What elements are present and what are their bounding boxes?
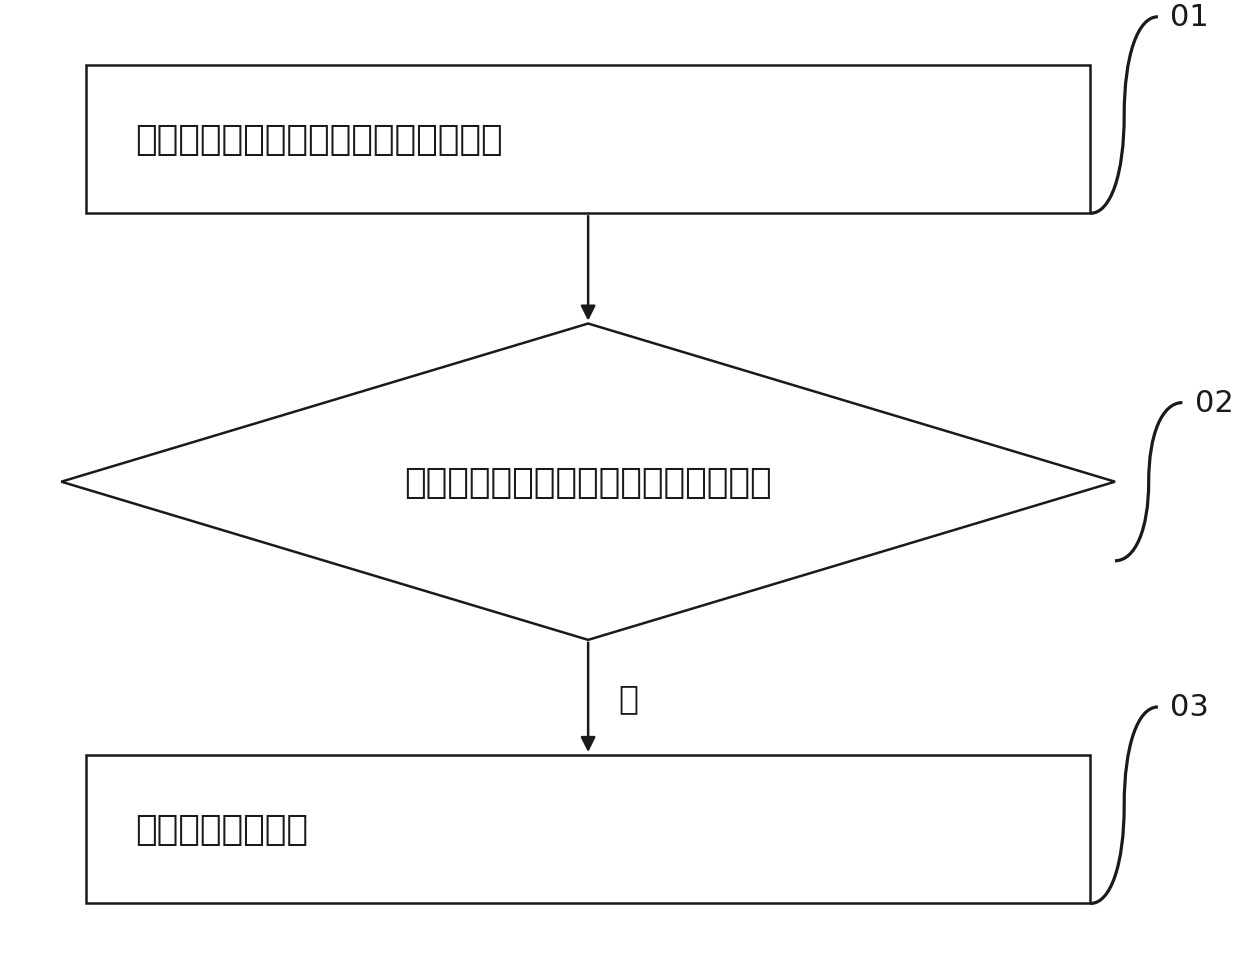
Polygon shape: [86, 65, 1090, 214]
Text: 01: 01: [1171, 3, 1209, 33]
Text: 推送母猪断奶任务: 推送母猪断奶任务: [135, 812, 308, 847]
Polygon shape: [86, 755, 1090, 903]
Text: 判断哺乳时长是否达到预设的时长阈值: 判断哺乳时长是否达到预设的时长阈值: [404, 465, 773, 499]
Text: 是: 是: [619, 681, 639, 714]
Text: 02: 02: [1194, 388, 1234, 418]
Polygon shape: [61, 324, 1115, 640]
Text: 获取自母猪分娩完成后经过的哺乳时长: 获取自母猪分娩完成后经过的哺乳时长: [135, 123, 502, 157]
Text: 03: 03: [1171, 693, 1209, 722]
